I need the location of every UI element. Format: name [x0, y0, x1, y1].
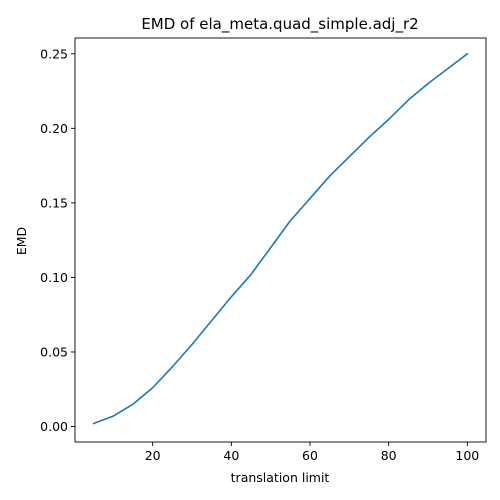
series-line-0 — [92, 52, 469, 425]
x-tick-label: 40 — [223, 448, 239, 463]
y-tick-label: 0.05 — [40, 344, 68, 359]
y-tick-label: 0.20 — [40, 121, 68, 136]
x-tick-label: 60 — [302, 448, 318, 463]
x-axis-label: translation limit — [231, 470, 330, 485]
y-tick-label: 0.15 — [40, 195, 68, 210]
y-tick-label: 0.25 — [40, 46, 68, 61]
x-tick-label: 20 — [145, 448, 161, 463]
x-tick-label: 80 — [381, 448, 397, 463]
chart-title: EMD of ela_meta.quad_simple.adj_r2 — [141, 15, 418, 34]
y-axis-label: EMD — [14, 227, 29, 255]
axes-frame — [74, 37, 487, 443]
y-tick-label: 0.10 — [40, 270, 68, 285]
x-tick-label: 100 — [455, 448, 479, 463]
plot-area: 20 40 60 80 100 0.00 0.05 0.10 0.15 0.20 0.25 — [40, 37, 487, 463]
y-tick-label: 0.00 — [40, 419, 68, 434]
